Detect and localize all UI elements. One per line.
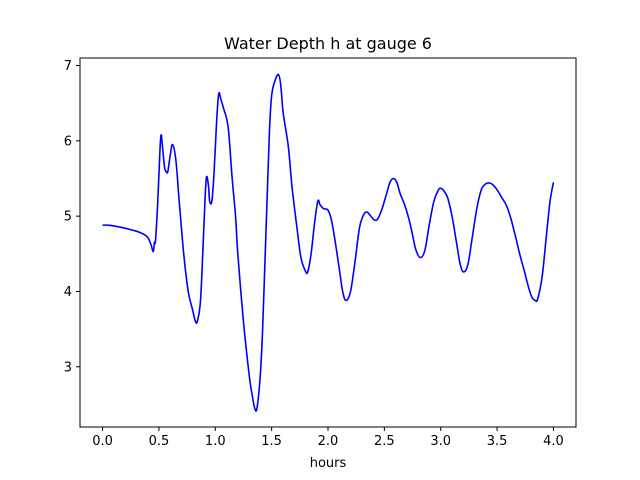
- x-tick-label: 1.5: [261, 434, 282, 449]
- y-tick-label: 6: [64, 134, 72, 149]
- x-tick-label: 1.0: [205, 434, 226, 449]
- x-tick-label: 2.0: [318, 434, 339, 449]
- x-tick-label: 2.5: [374, 434, 395, 449]
- x-tick-label: 0.5: [149, 434, 170, 449]
- x-tick-label: 3.5: [487, 434, 508, 449]
- series-line: [102, 73, 555, 412]
- y-axis-ticks: 3 4 5 6 7: [64, 59, 80, 375]
- x-tick-label: 3.0: [430, 434, 451, 449]
- y-tick-label: 7: [64, 59, 72, 74]
- y-tick-label: 4: [64, 285, 72, 300]
- x-tick-label: 0.0: [92, 434, 113, 449]
- chart-title: Water Depth h at gauge 6: [224, 34, 432, 53]
- x-axis-ticks: 0.0 0.5 1.0 1.5 2.0 2.5 3.0 3.5 4.0: [92, 427, 564, 449]
- plot-layer: [102, 73, 555, 412]
- x-axis-label: hours: [310, 456, 347, 471]
- y-tick-label: 5: [64, 210, 72, 225]
- x-tick-label: 4.0: [543, 434, 564, 449]
- y-tick-label: 3: [64, 360, 72, 375]
